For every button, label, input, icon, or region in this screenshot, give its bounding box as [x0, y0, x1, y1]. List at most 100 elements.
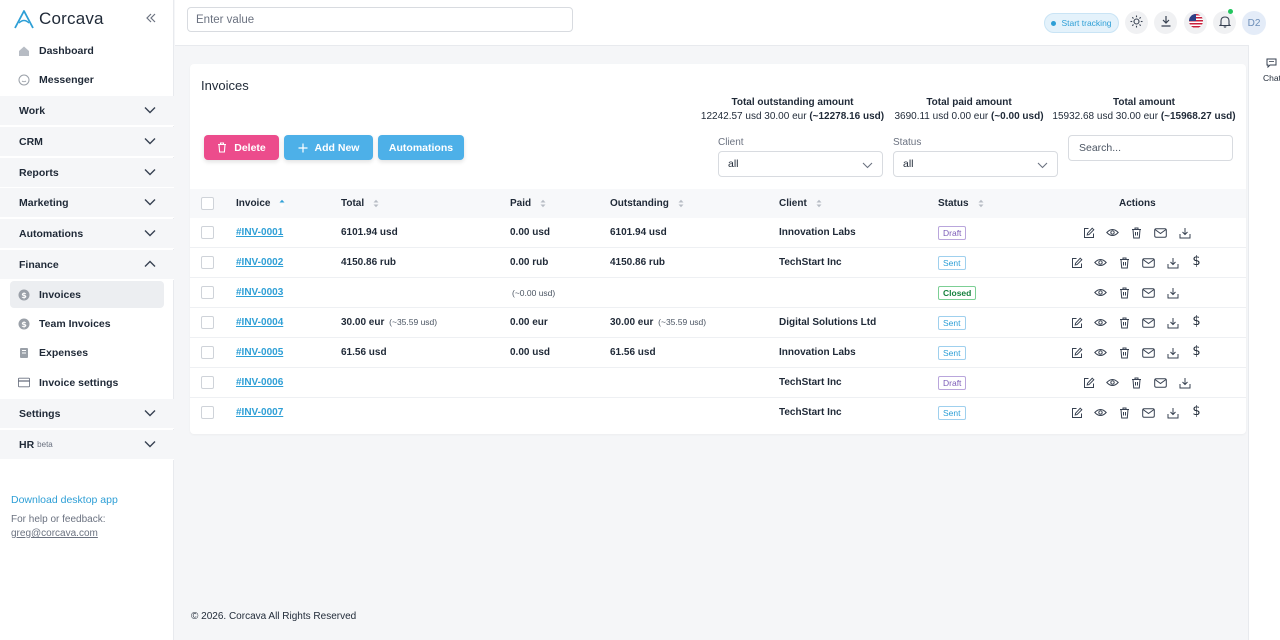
sidebar-section-crm[interactable]: CRM [0, 127, 174, 157]
mail-icon[interactable] [1142, 346, 1155, 359]
sidebar-item-invoices[interactable]: $ Invoices [10, 281, 164, 308]
table-row: #INV-0002 4150.86 rub 0.00 rub 4150.86 r… [190, 248, 1246, 278]
sidebar-section-settings[interactable]: Settings [0, 399, 174, 429]
view-icon[interactable] [1106, 376, 1119, 389]
sidebar-section-automations[interactable]: Automations [0, 219, 174, 249]
sidebar-item-invoice-settings[interactable]: Invoice settings [10, 369, 164, 396]
sidebar-item-messenger[interactable]: Messenger [10, 66, 164, 93]
column-status[interactable]: Status [938, 198, 984, 209]
invoice-link[interactable]: #INV-0002 [236, 257, 284, 268]
home-icon [18, 45, 30, 57]
sidebar-item-label: Expenses [39, 346, 89, 359]
sidebar-section-marketing[interactable]: Marketing [0, 188, 174, 218]
view-icon[interactable] [1106, 226, 1119, 239]
row-checkbox[interactable] [201, 376, 214, 389]
column-total[interactable]: Total [341, 198, 379, 209]
sidebar-section-hr[interactable]: HR beta [0, 430, 174, 460]
payment-icon[interactable]: $ [1192, 254, 1201, 269]
trash-icon[interactable] [1118, 406, 1131, 419]
edit-icon[interactable] [1082, 226, 1095, 239]
row-checkbox[interactable] [201, 226, 214, 239]
theme-toggle-button[interactable] [1125, 11, 1148, 34]
view-icon[interactable] [1094, 256, 1107, 269]
automations-button[interactable]: Automations [378, 135, 464, 160]
global-search-input[interactable] [187, 7, 573, 32]
language-button[interactable] [1184, 11, 1207, 34]
download-icon[interactable] [1178, 376, 1191, 389]
sidebar-item-expenses[interactable]: Expenses [10, 339, 164, 366]
sidebar-section-finance[interactable]: Finance [0, 250, 174, 280]
sidebar-section-reports[interactable]: Reports [0, 158, 174, 188]
download-icon[interactable] [1166, 316, 1179, 329]
view-icon[interactable] [1094, 286, 1107, 299]
edit-icon[interactable] [1070, 406, 1083, 419]
trash-icon[interactable] [1118, 286, 1131, 299]
notifications-button[interactable] [1213, 11, 1236, 34]
invoice-link[interactable]: #INV-0001 [236, 227, 284, 238]
client-filter-select[interactable]: all [718, 151, 883, 177]
chat-panel[interactable]: Chat [1248, 45, 1280, 640]
row-checkbox[interactable] [201, 406, 214, 419]
logo[interactable]: Corcava [13, 8, 104, 30]
invoice-link[interactable]: #INV-0007 [236, 407, 284, 418]
avatar[interactable]: D2 [1242, 11, 1266, 35]
sidebar-item-team-invoices[interactable]: $ Team Invoices [10, 310, 164, 337]
trash-icon[interactable] [1130, 226, 1143, 239]
column-invoice[interactable]: Invoice [236, 198, 285, 209]
trash-icon[interactable] [1130, 376, 1143, 389]
total-paid: Total paid amount 3690.11 usd 0.00 eur (… [890, 96, 1048, 124]
invoice-search-input[interactable] [1068, 135, 1233, 161]
add-new-button[interactable]: Add New [284, 135, 373, 160]
total-value: 6101.94 usd [341, 227, 398, 238]
payment-icon[interactable]: $ [1192, 344, 1201, 359]
mail-icon[interactable] [1142, 406, 1155, 419]
download-icon[interactable] [1166, 346, 1179, 359]
status-filter-select[interactable]: all [893, 151, 1058, 177]
invoice-link[interactable]: #INV-0004 [236, 317, 284, 328]
sidebar-item-dashboard[interactable]: Dashboard [10, 37, 164, 64]
row-checkbox[interactable] [201, 256, 214, 269]
sidebar-section-work[interactable]: Work [0, 96, 174, 126]
mail-icon[interactable] [1142, 256, 1155, 269]
edit-icon[interactable] [1070, 316, 1083, 329]
delete-button[interactable]: Delete [204, 135, 279, 160]
help-email-link[interactable]: greg@corcava.com [11, 528, 98, 539]
payment-icon[interactable]: $ [1192, 314, 1201, 329]
chevron-down-icon [144, 197, 156, 209]
download-icon[interactable] [1166, 286, 1179, 299]
download-icon[interactable] [1166, 256, 1179, 269]
column-paid[interactable]: Paid [510, 198, 546, 209]
edit-icon[interactable] [1070, 346, 1083, 359]
column-outstanding[interactable]: Outstanding [610, 198, 684, 209]
download-icon[interactable] [1166, 406, 1179, 419]
edit-icon[interactable] [1070, 256, 1083, 269]
row-checkbox[interactable] [201, 316, 214, 329]
trash-icon[interactable] [1118, 346, 1131, 359]
dollar-circle-icon: $ [18, 289, 30, 301]
invoice-link[interactable]: #INV-0005 [236, 347, 284, 358]
download-icon[interactable] [1178, 226, 1191, 239]
edit-icon[interactable] [1082, 376, 1095, 389]
mail-icon[interactable] [1142, 286, 1155, 299]
start-tracking-button[interactable]: Start tracking [1044, 13, 1119, 33]
row-checkbox[interactable] [201, 346, 214, 359]
view-icon[interactable] [1094, 316, 1107, 329]
trash-icon[interactable] [1118, 256, 1131, 269]
view-icon[interactable] [1094, 406, 1107, 419]
download-desktop-link[interactable]: Download desktop app [11, 494, 118, 506]
column-client[interactable]: Client [779, 198, 822, 209]
invoice-link[interactable]: #INV-0003 [236, 287, 284, 298]
trash-icon[interactable] [1118, 316, 1131, 329]
row-checkbox[interactable] [201, 286, 214, 299]
mail-icon[interactable] [1154, 226, 1167, 239]
select-all-checkbox[interactable] [201, 197, 214, 210]
collapse-sidebar-icon[interactable] [146, 11, 156, 26]
column-label: Total [341, 198, 365, 209]
svg-text:$: $ [21, 290, 27, 299]
payment-icon[interactable]: $ [1192, 404, 1201, 419]
mail-icon[interactable] [1154, 376, 1167, 389]
view-icon[interactable] [1094, 346, 1107, 359]
invoice-link[interactable]: #INV-0006 [236, 377, 284, 388]
download-button[interactable] [1154, 11, 1177, 34]
mail-icon[interactable] [1142, 316, 1155, 329]
